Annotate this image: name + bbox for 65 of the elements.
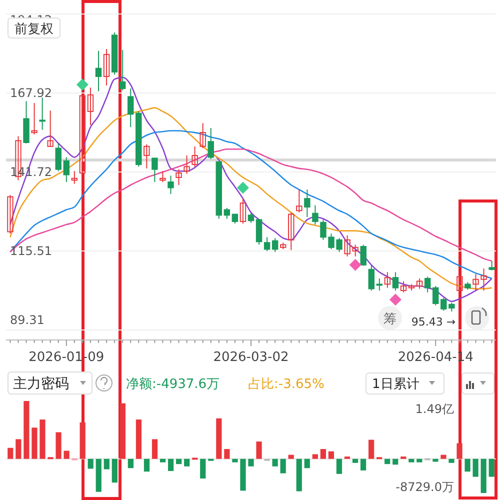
bar bbox=[256, 442, 262, 459]
bar bbox=[408, 458, 414, 462]
bar bbox=[16, 439, 22, 459]
bar bbox=[160, 458, 166, 462]
annotation: 1.49亿 bbox=[415, 402, 454, 416]
bar bbox=[432, 458, 438, 462]
bar bbox=[32, 428, 38, 459]
bar bbox=[328, 451, 334, 459]
bar bbox=[312, 454, 318, 459]
bar bbox=[448, 458, 454, 463]
bar bbox=[232, 458, 238, 462]
bar bbox=[24, 401, 30, 459]
bar bbox=[472, 458, 478, 477]
bar bbox=[104, 458, 110, 470]
text: 占比:-3.65% bbox=[248, 377, 324, 392]
bar bbox=[216, 418, 222, 459]
bar bbox=[456, 443, 462, 459]
text: 1日累计 bbox=[372, 377, 420, 392]
bar bbox=[336, 458, 342, 474]
y-tick-label: 89.31 bbox=[10, 313, 44, 327]
bar bbox=[272, 458, 278, 466]
bar bbox=[184, 458, 190, 466]
bar bbox=[112, 458, 118, 483]
annotation: -8729.0万 bbox=[396, 480, 454, 494]
bar bbox=[152, 439, 158, 459]
bar bbox=[280, 458, 286, 474]
bar bbox=[480, 458, 486, 493]
y-tick-label: 115.51 bbox=[10, 244, 52, 258]
bar bbox=[56, 432, 62, 459]
bar bbox=[392, 458, 398, 465]
bar bbox=[40, 420, 46, 459]
bar bbox=[248, 458, 254, 466]
bar bbox=[440, 454, 446, 459]
bar bbox=[144, 458, 150, 472]
bar bbox=[296, 458, 302, 492]
annotation: 95.43 → bbox=[411, 316, 456, 329]
bar bbox=[360, 458, 366, 470]
text: 净额:-4937.6万 bbox=[126, 377, 220, 392]
bar bbox=[168, 458, 174, 472]
bar bbox=[368, 440, 374, 459]
chart-title: 主力密码 bbox=[13, 376, 69, 392]
bar bbox=[240, 458, 246, 491]
bar bbox=[320, 449, 326, 459]
bar bbox=[8, 448, 14, 459]
bar bbox=[416, 458, 422, 462]
x-tick-label: 2026-03-02 bbox=[213, 350, 289, 365]
bar bbox=[200, 458, 206, 479]
annotation: 前复权 bbox=[14, 22, 54, 37]
bar bbox=[288, 454, 294, 459]
bar bbox=[88, 458, 94, 469]
bar bbox=[64, 450, 70, 459]
bar bbox=[384, 458, 390, 464]
bar bbox=[488, 458, 494, 477]
bar bbox=[464, 458, 470, 472]
bar bbox=[136, 420, 142, 459]
annotation: 筹 bbox=[384, 312, 396, 327]
y-tick-label: 167.92 bbox=[10, 86, 52, 100]
bar bbox=[224, 449, 230, 459]
bar bbox=[128, 458, 134, 468]
bar bbox=[304, 458, 310, 468]
bar bbox=[96, 458, 102, 492]
bar bbox=[80, 422, 86, 459]
bar bbox=[120, 403, 126, 459]
bar bbox=[176, 458, 182, 464]
bar bbox=[352, 458, 358, 463]
